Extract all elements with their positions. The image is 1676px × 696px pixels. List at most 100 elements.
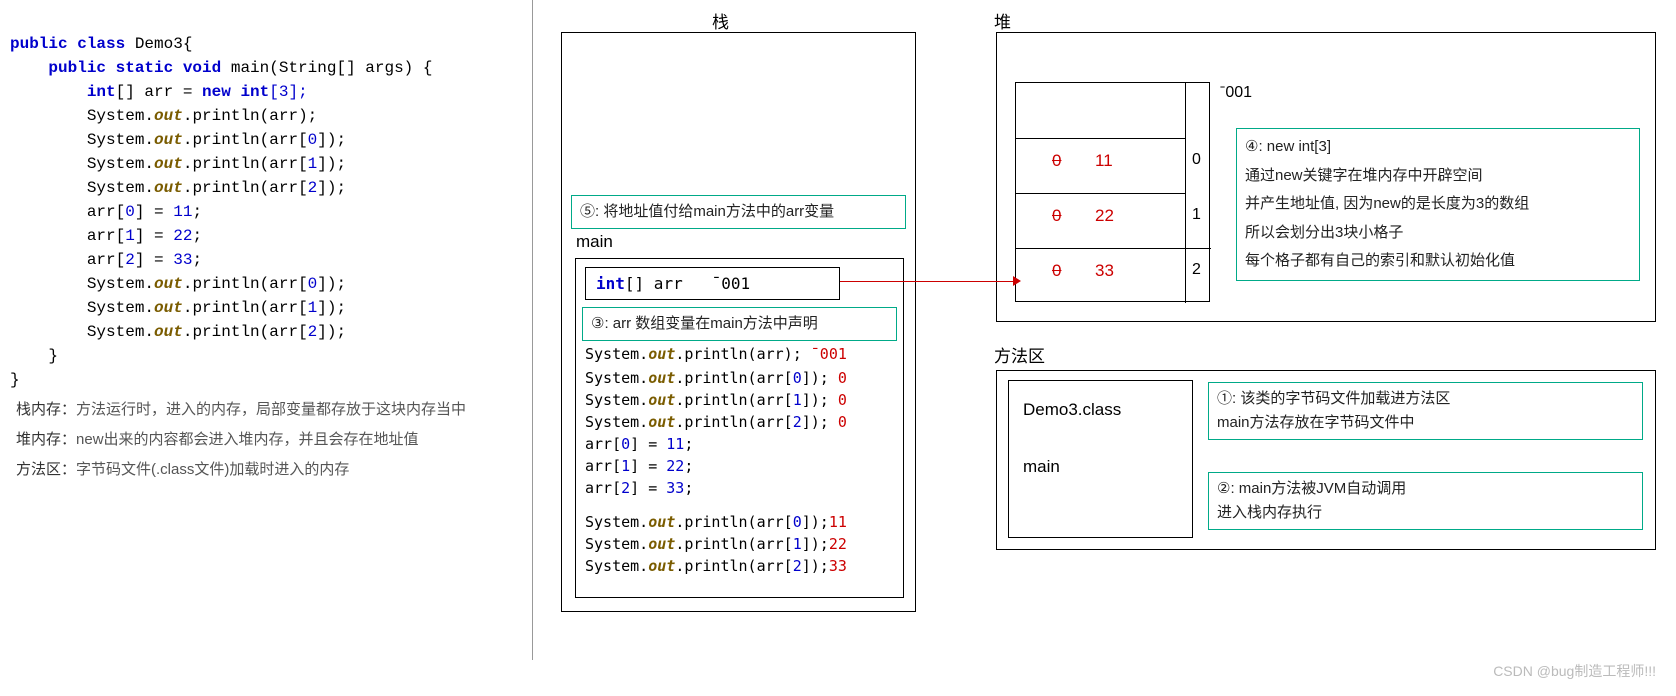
main-in-class: main [1023, 448, 1178, 485]
class-file: Demo3.class [1023, 391, 1178, 428]
class-file-box: Demo3.class main [1008, 380, 1193, 538]
c4-4: 每个格子都有自己的索引和默认初始化值 [1245, 247, 1631, 276]
s: ; [192, 251, 202, 269]
memory-explain: 栈内存：方法运行时，进入的内存，局部变量都存放于这块内存当中 堆内存：new出来… [16, 395, 466, 485]
p: .println(arr[ [183, 275, 308, 293]
main-label: main [576, 232, 613, 252]
a: arr[ [87, 203, 125, 221]
i: 2 [125, 251, 135, 269]
new-value: 22 [1095, 206, 1114, 226]
new-value: 11 [1095, 151, 1113, 171]
b: ] = [135, 251, 173, 269]
out: out [154, 179, 183, 197]
old-value: 0 [1052, 151, 1061, 171]
class-name: Demo3 [135, 35, 183, 53]
l3a: 方法区： [16, 461, 76, 478]
args: (String[] args) { [269, 59, 432, 77]
p: .println(arr[ [183, 323, 308, 341]
c1-0: ①: 该类的字节码文件加载进方法区 [1217, 387, 1634, 411]
c2-0: ②: main方法被JVM自动调用 [1217, 477, 1634, 501]
heap-title: 堆 [994, 8, 1011, 33]
v: 22 [173, 227, 192, 245]
i: 1 [308, 155, 318, 173]
index: 0 [1192, 151, 1201, 169]
v: 33 [173, 251, 192, 269]
br: [] [116, 83, 135, 101]
kw: public static void [48, 59, 221, 77]
out: out [154, 299, 183, 317]
old-value: 0 [1052, 206, 1061, 226]
l2b: new出来的内容都会进入堆内存，并且会存在地址值 [76, 431, 419, 448]
sz: [3]; [269, 83, 307, 101]
v: arr = [135, 83, 202, 101]
i: 0 [308, 131, 318, 149]
p: System. [87, 299, 154, 317]
kw: int [87, 83, 116, 101]
addr: ˉ001 [712, 274, 751, 293]
l1a: 栈内存： [16, 401, 76, 418]
c1-1: main方法存放在字节码文件中 [1217, 411, 1634, 435]
p: System. [87, 323, 154, 341]
stack-line: System.out.println(arr[2]);33 [585, 557, 847, 575]
index: 1 [1192, 206, 1201, 224]
source-code: public class Demo3{ public static void m… [10, 8, 520, 392]
p: System. [87, 107, 154, 125]
e: ]); [317, 323, 346, 341]
v: 11 [173, 203, 192, 221]
callout-5: ⑤: 将地址值付给main方法中的arr变量 [571, 195, 906, 229]
heap-address: ˉ001 [1220, 84, 1252, 102]
out: out [154, 275, 183, 293]
p2: .println(arr); [183, 107, 317, 125]
b: ] = [135, 227, 173, 245]
i: 2 [308, 323, 318, 341]
l3b: 字节码文件(.class文件)加载时进入的内存 [76, 461, 349, 478]
s: ; [192, 203, 202, 221]
new-value: 33 [1095, 261, 1114, 281]
callout-3: ③: arr 数组变量在main方法中声明 [582, 307, 897, 341]
c4-0: ④: new int[3] [1245, 133, 1631, 162]
arrow-head [1013, 276, 1021, 286]
a: arr[ [87, 227, 125, 245]
index: 2 [1192, 261, 1201, 279]
stack-line: arr[0] = 11; [585, 435, 693, 453]
old-value: 0 [1052, 261, 1061, 281]
stack-line: System.out.println(arr); ˉ001 [585, 345, 847, 363]
i: 1 [125, 227, 135, 245]
p: .println(arr[ [183, 131, 308, 149]
b: ] = [135, 203, 173, 221]
pointer-arrow [840, 281, 1015, 282]
s: ; [192, 227, 202, 245]
c4-3: 所以会划分出3块小格子 [1245, 219, 1631, 248]
e: ]); [317, 155, 346, 173]
divider [532, 0, 533, 660]
p: .println(arr[ [183, 299, 308, 317]
i: 2 [308, 179, 318, 197]
out: out [154, 323, 183, 341]
e: ]); [317, 131, 346, 149]
p: System. [87, 155, 154, 173]
stack-line: arr[1] = 22; [585, 457, 693, 475]
out: out [154, 131, 183, 149]
i: 0 [125, 203, 135, 221]
i: 1 [308, 299, 318, 317]
out: out [154, 107, 183, 125]
p: System. [87, 275, 154, 293]
kw: public class [10, 35, 125, 53]
c4-2: 并产生地址值, 因为new的是长度为3的数组 [1245, 190, 1631, 219]
c4-1: 通过new关键字在堆内存中开辟空间 [1245, 162, 1631, 191]
callout-1: ①: 该类的字节码文件加载进方法区 main方法存放在字节码文件中 [1208, 382, 1643, 440]
stack-line: arr[2] = 33; [585, 479, 693, 497]
a: arr[ [87, 251, 125, 269]
e: ]); [317, 179, 346, 197]
p: .println(arr[ [183, 155, 308, 173]
p: .println(arr[ [183, 179, 308, 197]
p: System. [87, 179, 154, 197]
callout-4: ④: new int[3] 通过new关键字在堆内存中开辟空间 并产生地址值, … [1236, 128, 1640, 281]
out: out [154, 155, 183, 173]
callout-2: ②: main方法被JVM自动调用 进入栈内存执行 [1208, 472, 1643, 530]
c2-1: 进入栈内存执行 [1217, 501, 1634, 525]
e: ]); [317, 299, 346, 317]
main: main [231, 59, 269, 77]
arr-var-box: int[] arr ˉ001 [585, 267, 840, 300]
code-panel: public class Demo3{ public static void m… [10, 8, 520, 392]
